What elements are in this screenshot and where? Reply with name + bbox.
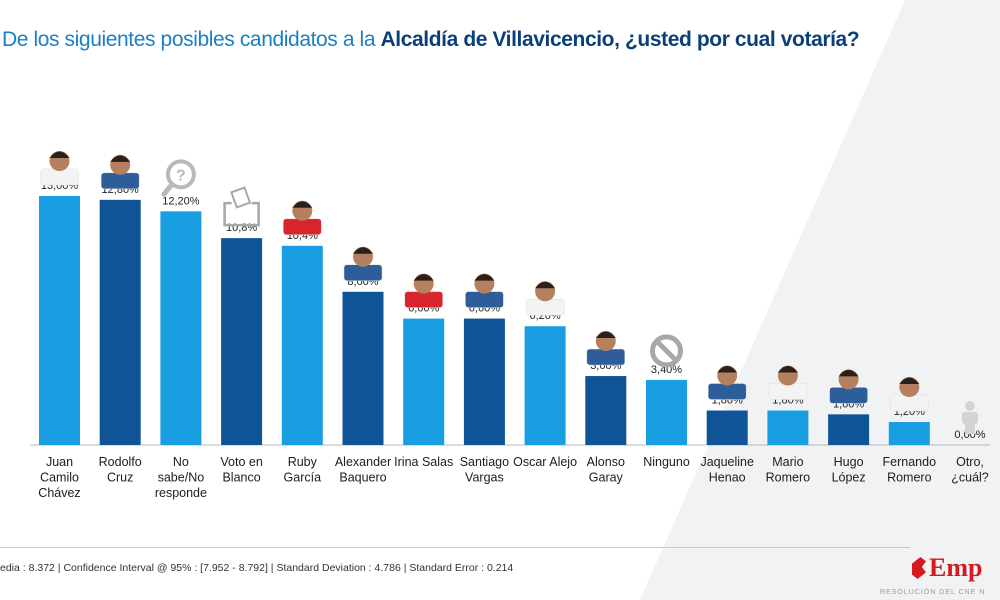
candidate-photo: [100, 154, 140, 190]
category-label: Fernando: [883, 455, 937, 469]
magnifier-question-icon: ?: [161, 159, 196, 197]
bar: [463, 318, 505, 445]
footer-stats: edia : 8.372 | Confidence Interval @ 95%…: [0, 562, 514, 574]
category-label: No: [173, 455, 189, 469]
category-label: Santiago: [460, 455, 509, 469]
person-silhouette-icon: [962, 401, 978, 434]
category-label: Romero: [766, 471, 811, 485]
svg-text:?: ?: [176, 167, 186, 184]
candidate-photo: [40, 151, 79, 186]
bar: [221, 238, 263, 445]
category-label: Mario: [772, 455, 803, 469]
category-label: Romero: [887, 471, 932, 485]
candidate-photo: [465, 273, 504, 308]
bar: [646, 379, 687, 445]
bar: [281, 245, 323, 445]
candidate-photo: [343, 246, 383, 282]
candidate-photo: [283, 200, 322, 236]
category-label: Irina Salas: [394, 455, 453, 469]
bar: [888, 422, 930, 445]
bar: [828, 414, 870, 445]
category-label: Alexander: [335, 455, 391, 469]
category-label: Otro,: [956, 455, 984, 469]
candidate-photo: [829, 369, 868, 404]
bar: [706, 410, 748, 445]
category-label: López: [832, 471, 866, 485]
candidate-photo: [586, 331, 626, 366]
category-label: Blanco: [222, 471, 260, 485]
logo-subtitle: RESOLUCIÓN DEL CNE N: [880, 589, 986, 596]
category-label: Jaqueline: [700, 455, 754, 469]
category-label: Garay: [589, 471, 624, 485]
bar: [160, 211, 202, 445]
data-label: 12,20%: [162, 195, 200, 207]
ballot-box-icon: [223, 186, 260, 227]
category-label: Baquero: [339, 471, 386, 485]
logo-text: Emp: [929, 553, 983, 582]
category-label: Ninguno: [643, 455, 690, 469]
prohibited-icon: [650, 334, 683, 368]
title-prefix: De los siguientes posibles candidatos a …: [2, 28, 381, 51]
logo-mark-icon: [912, 557, 926, 579]
title-highlight: Alcaldía de Villavicencio, ¿usted por cu…: [380, 28, 860, 51]
data-label: 0,00%: [954, 429, 985, 441]
category-label: Cruz: [107, 471, 133, 485]
category-label: Voto en: [220, 455, 262, 469]
category-label: sabe/No: [158, 471, 205, 485]
category-label: Juan: [46, 455, 73, 469]
candidate-photo: [707, 365, 747, 400]
candidate-photo: [890, 377, 929, 412]
category-label: ¿cuál?: [951, 471, 989, 485]
category-label: García: [284, 471, 322, 485]
bar: [39, 196, 80, 445]
category-label: Vargas: [465, 471, 504, 485]
bar: [403, 318, 445, 445]
candidate-photo: [768, 365, 808, 400]
bar: [524, 326, 566, 445]
candidate-photo: [404, 273, 443, 308]
category-label: Rodolfo: [99, 455, 142, 469]
bar: [342, 291, 384, 445]
category-label: responde: [155, 486, 207, 500]
category-label: Alonso: [587, 455, 625, 469]
brand-logo: Emp: [912, 553, 982, 583]
candidate-photo: [525, 281, 565, 316]
category-label: Oscar Alejo: [513, 455, 577, 469]
category-label: Henao: [709, 471, 746, 485]
footer-divider: [0, 547, 910, 548]
chart-title: De los siguientes posibles candidatos a …: [2, 28, 860, 52]
category-label: Ruby: [288, 455, 318, 469]
bar: [767, 410, 809, 445]
category-label: Hugo: [834, 455, 864, 469]
bar: [99, 199, 141, 445]
category-label: Chávez: [38, 486, 80, 500]
category-label: Camilo: [40, 471, 79, 485]
bar: [585, 376, 627, 445]
data-label: 3,40%: [651, 364, 682, 376]
